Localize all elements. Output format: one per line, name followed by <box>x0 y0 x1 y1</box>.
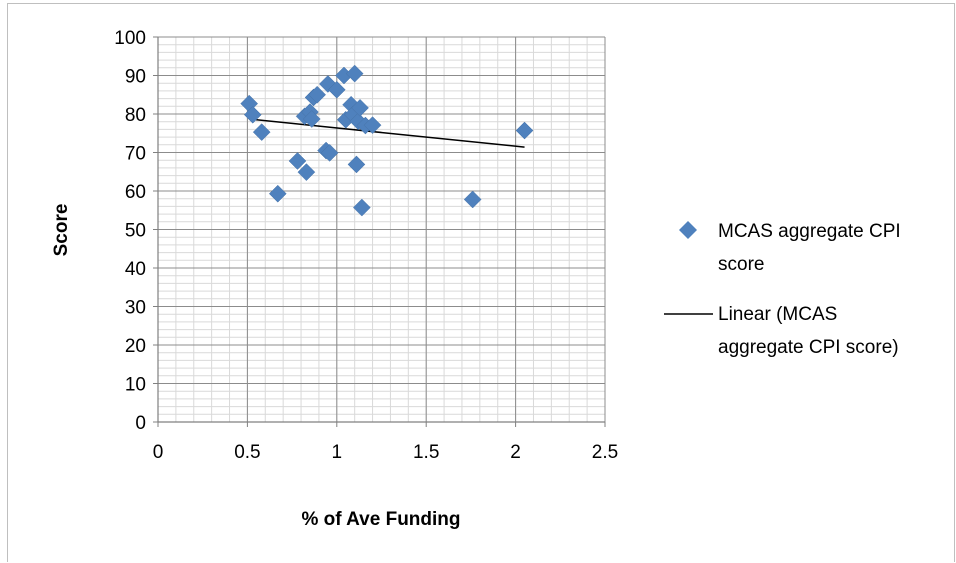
y-tick-label: 10 <box>125 375 146 396</box>
data-point <box>463 190 482 209</box>
data-point <box>320 144 339 162</box>
data-point <box>288 152 307 170</box>
y-tick-label: 70 <box>125 144 146 165</box>
major-gridlines <box>157 36 606 423</box>
y-tick-label: 60 <box>125 182 146 203</box>
y-tick-label: 0 <box>135 413 146 434</box>
axes <box>153 36 606 427</box>
y-tick-label: 100 <box>114 28 146 49</box>
x-tick-label: 0.5 <box>234 442 260 463</box>
data-points <box>240 64 534 217</box>
data-point <box>308 85 326 104</box>
data-point <box>351 98 369 117</box>
data-point <box>252 123 271 141</box>
x-tick-label: 0 <box>153 442 164 463</box>
chart-frame <box>7 3 955 562</box>
y-tick-label: 90 <box>125 67 146 88</box>
x-tick-labels: 0 0.5 1 1.5 2 2.5 <box>153 442 619 463</box>
y-tick-labels: 0 10 20 30 40 50 60 70 80 90 100 <box>114 28 146 434</box>
x-axis-title: % of Ave Funding <box>301 509 460 530</box>
x-tick-label: 1 <box>332 442 343 463</box>
legend-series-marker <box>679 221 697 239</box>
data-point <box>268 184 287 203</box>
y-tick-label: 50 <box>125 221 146 242</box>
data-point <box>347 155 366 174</box>
x-tick-label: 2.5 <box>592 442 618 463</box>
legend-trend-label-line1: Linear (MCAS <box>718 304 837 325</box>
data-point <box>302 110 321 128</box>
data-point <box>363 116 382 135</box>
trendline-group <box>249 118 525 148</box>
data-point <box>243 105 262 124</box>
y-tick-label: 20 <box>125 336 146 357</box>
legend-series-label-line1: MCAS aggregate CPI <box>718 221 901 242</box>
legend-trend-label-line2: aggregate CPI score) <box>718 337 899 358</box>
y-tick-label: 80 <box>125 105 146 126</box>
y-axis-title: Score <box>51 204 72 257</box>
legend: MCAS aggregate CPI score Linear (MCAS ag… <box>664 221 901 358</box>
x-tick-label: 2 <box>510 442 521 463</box>
trendline <box>249 118 525 148</box>
data-point <box>352 198 371 217</box>
data-point <box>327 80 346 99</box>
y-tick-label: 40 <box>125 259 146 280</box>
data-point <box>297 163 316 181</box>
legend-series-label-line2: score <box>718 254 764 275</box>
x-tick-label: 1.5 <box>413 442 439 463</box>
data-point <box>515 121 534 140</box>
data-point <box>345 64 364 83</box>
y-tick-label: 30 <box>125 298 146 319</box>
